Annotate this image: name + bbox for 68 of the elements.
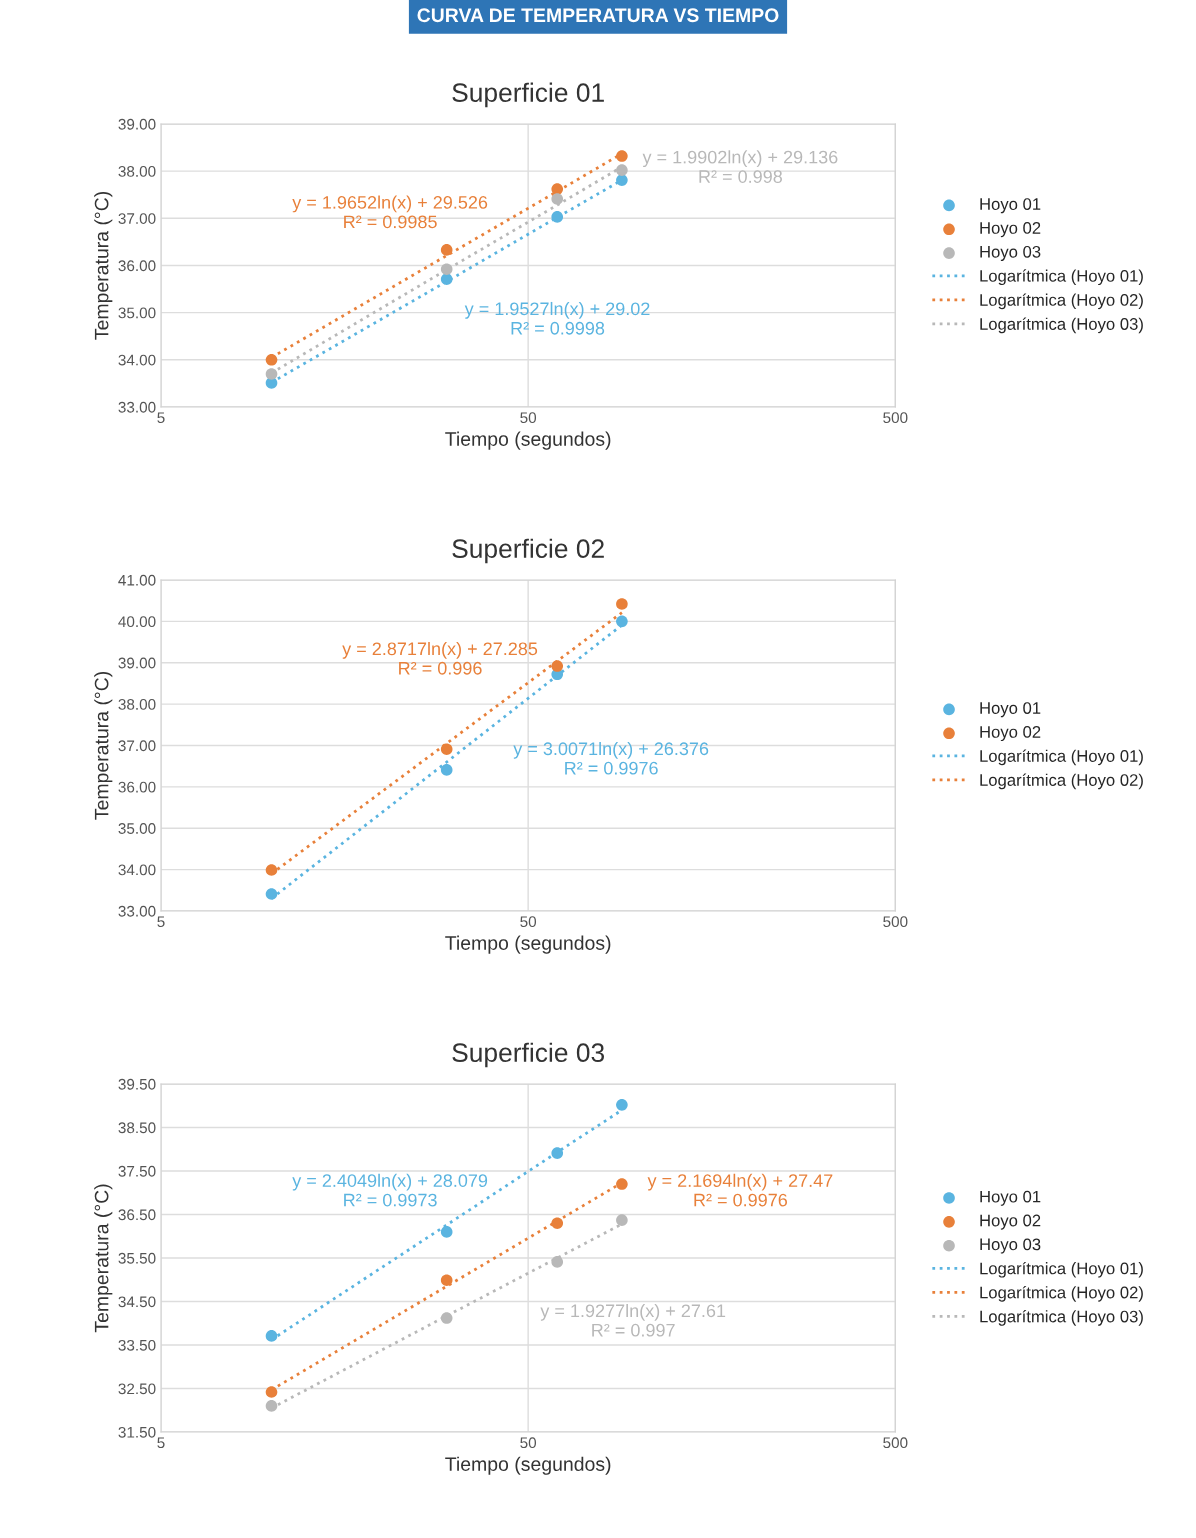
legend-label: Logarítmica (Hoyo 03) (980, 1310, 1143, 1326)
y-tick-label: 37.50 (118, 1165, 156, 1177)
y-tick-label: 32.50 (118, 1383, 156, 1395)
y-tick-label: 33.00 (118, 905, 156, 917)
y-tick-label: 34.00 (118, 864, 156, 876)
y-tick-label: 41.00 (118, 574, 156, 586)
chart-title: Superficie 02 (452, 538, 604, 564)
y-tick-label: 35.50 (118, 1252, 156, 1264)
x-axis-title: Tiempo (segundos) (445, 431, 611, 450)
annotation: y = 1.9902ln(x) + 29.136 R² = 0.998 (642, 150, 838, 183)
y-tick-label: 36.00 (118, 260, 156, 272)
annotation: y = 2.1694ln(x) + 27.47 R² = 0.9976 (647, 1173, 833, 1207)
x-axis-title: Tiempo (segundos) (445, 1456, 611, 1475)
y-axis-title: Temperatura (°C) (94, 672, 113, 820)
y-tick-label: 36.50 (118, 1209, 156, 1221)
annotation: y = 2.8717ln(x) + 27.285 R² = 0.996 (342, 641, 538, 675)
legend-label: Logarítmica (Hoyo 01) (980, 1261, 1143, 1278)
legend-label: Hoyo 03 (980, 1238, 1041, 1254)
x-tick-label: 5 (157, 1437, 165, 1449)
y-tick-label: 35.00 (118, 823, 156, 834)
y-tick-label: 39.50 (118, 1078, 156, 1090)
x-tick-label: 500 (883, 412, 908, 424)
y-tick-label: 38.00 (118, 166, 156, 177)
chart-title: Superficie 03 (452, 1042, 605, 1068)
x-tick-label: 50 (520, 916, 537, 928)
x-tick-label: 50 (520, 1437, 537, 1449)
y-tick-label: 38.00 (118, 698, 156, 710)
legend-label: Hoyo 02 (980, 726, 1041, 742)
annotation: y = 1.9652ln(x) + 29.526 R² = 0.9985 (292, 195, 488, 229)
y-tick-label: 33.50 (118, 1339, 156, 1351)
legend-label: Hoyo 02 (980, 222, 1041, 238)
legend-label: Logarítmica (Hoyo 02) (980, 773, 1143, 790)
x-tick-label: 500 (883, 1437, 908, 1449)
y-tick-label: 39.00 (118, 657, 156, 669)
x-axis-title: Tiempo (segundos) (445, 935, 611, 954)
y-axis-title: Temperatura (°C) (94, 1184, 113, 1333)
y-tick-label: 34.00 (118, 354, 156, 366)
y-tick-label: 37.00 (118, 213, 156, 224)
x-tick-label: 5 (157, 916, 165, 928)
y-tick-label: 33.00 (118, 401, 156, 413)
legend-label: Logarítmica (Hoyo 03) (980, 317, 1143, 334)
legend-label: Logarítmica (Hoyo 02) (980, 293, 1143, 310)
annotation: y = 3.0071ln(x) + 26.376 R² = 0.9976 (513, 741, 709, 775)
annotation: y = 1.9277ln(x) + 27.61 R² = 0.997 (540, 1303, 726, 1337)
legend-label: Logarítmica (Hoyo 01) (980, 269, 1143, 286)
legend-label: Logarítmica (Hoyo 02) (980, 1285, 1143, 1302)
annotation: y = 2.4049ln(x) + 28.079 R² = 0.9973 (292, 1173, 488, 1207)
x-tick-label: 5 (157, 412, 165, 424)
legend-label: Logarítmica (Hoyo 01) (980, 749, 1143, 766)
chart-title: Superficie 01 (452, 82, 604, 108)
y-tick-label: 35.00 (118, 307, 156, 319)
y-tick-label: 38.50 (118, 1122, 156, 1134)
x-tick-label: 500 (883, 916, 908, 928)
annotation: y = 1.9527ln(x) + 29.02 R² = 0.9998 (464, 301, 650, 335)
legend-label: Hoyo 01 (980, 1190, 1041, 1206)
text: CURVA DE TEMPERATURA VS TIEMPO (417, 8, 779, 23)
y-tick-label: 31.50 (118, 1426, 156, 1438)
y-axis-title: Temperatura (°C) (94, 192, 113, 340)
legend-label: Hoyo 03 (980, 245, 1041, 261)
y-tick-label: 37.00 (118, 740, 156, 752)
y-tick-label: 39.00 (118, 118, 156, 130)
legend-label: Hoyo 01 (980, 702, 1041, 718)
legend-label: Hoyo 02 (980, 1214, 1041, 1230)
y-tick-label: 34.50 (118, 1296, 156, 1308)
legend-label: Hoyo 01 (980, 198, 1041, 214)
x-tick-label: 50 (520, 412, 537, 424)
y-tick-label: 40.00 (118, 616, 156, 628)
y-tick-label: 36.00 (118, 781, 156, 793)
